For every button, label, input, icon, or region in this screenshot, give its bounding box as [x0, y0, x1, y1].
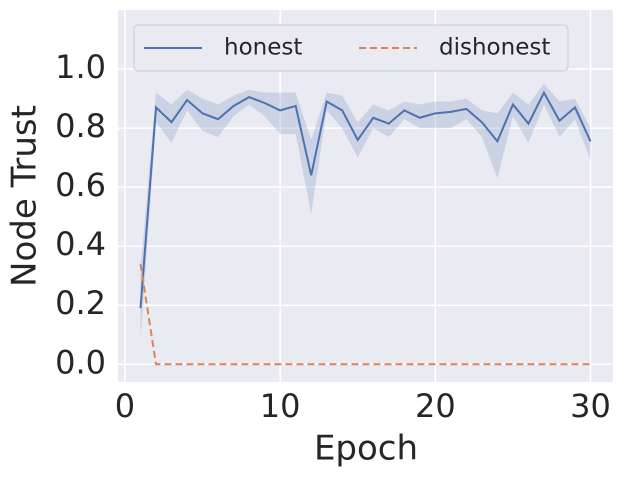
- y-tick-label: 0.0: [55, 343, 106, 381]
- legend-label: honest: [224, 35, 302, 61]
- line: [139, 263, 591, 366]
- x-tick-label: 10: [260, 387, 301, 425]
- legend-box: [133, 24, 569, 72]
- confidence-band: [140, 83, 591, 341]
- x-tick-label: 30: [570, 387, 611, 425]
- y-tick-label: 0.4: [55, 225, 106, 263]
- y-tick-label: 0.8: [55, 107, 106, 145]
- y-axis-label: Node Trust: [5, 105, 45, 287]
- y-tick-label: 0.2: [55, 284, 106, 322]
- x-tick-label: 20: [415, 387, 456, 425]
- x-tick-label: 0: [115, 387, 135, 425]
- line: [139, 90, 592, 309]
- y-tick-label: 1.0: [55, 48, 106, 86]
- x-axis-label: Epoch: [314, 429, 418, 469]
- legend-label: dishonest: [439, 35, 550, 61]
- plot-area: [118, 10, 613, 382]
- y-tick-label: 0.6: [55, 166, 106, 204]
